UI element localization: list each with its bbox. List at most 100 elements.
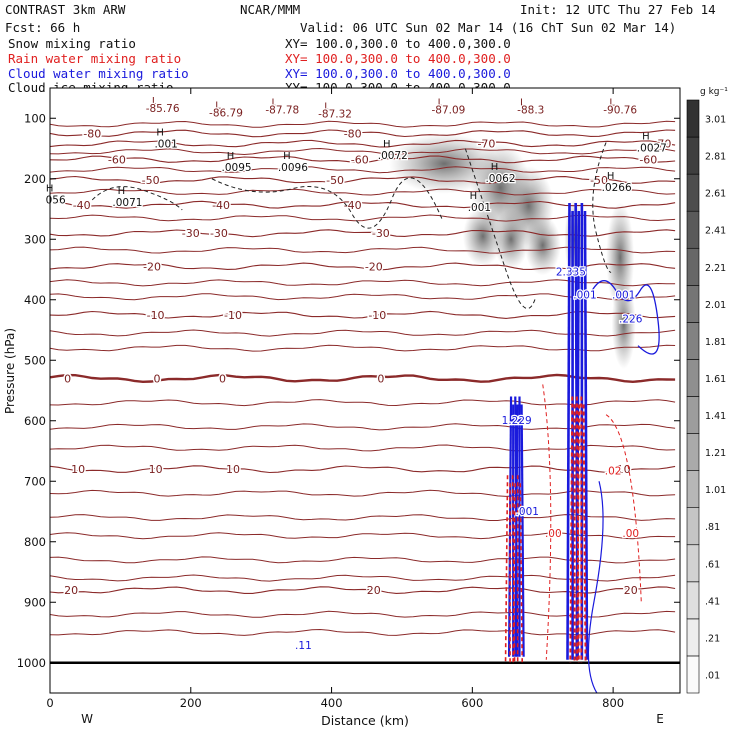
isotherm-label-10: 10 <box>226 463 240 476</box>
colorbar-swatch-15 <box>686 99 700 138</box>
isotherm-line <box>50 423 676 431</box>
colorbar-swatch-3 <box>686 544 700 583</box>
x-axis-east-label: E <box>656 712 664 726</box>
isotherm-line <box>50 279 676 287</box>
isotherm-line <box>50 329 676 337</box>
init-time: Init: 12 UTC Thu 27 Feb 14 <box>520 2 716 17</box>
cloud-water-label-6: .001 <box>516 506 539 518</box>
cloud-water-column-west-line <box>514 404 519 657</box>
colorbar-swatch-5 <box>686 470 700 508</box>
isotherm-label-0: 0 <box>64 372 71 385</box>
y-tick-label-400: 400 <box>24 293 46 307</box>
x-tick-label-400: 400 <box>321 696 343 710</box>
isotherm-label--60: -60 <box>639 153 657 166</box>
isotherm-label--30: -30 <box>372 227 390 240</box>
isotherm-line--10 <box>50 310 676 319</box>
isotherm-line--70 <box>50 139 676 148</box>
cloud-water-label-4: 1.229 <box>502 415 532 427</box>
low-marker-0: L <box>152 96 158 107</box>
isotherm-label-0: 0 <box>219 372 226 385</box>
isotherm-label-0: 0 <box>153 372 160 385</box>
high-marker-1: H <box>227 151 235 162</box>
snow-maximum-6: .0027 <box>637 143 667 155</box>
snow-shading-5 <box>524 215 561 276</box>
y-tick-label-100: 100 <box>24 111 46 125</box>
colorbar-swatch-10 <box>686 285 700 323</box>
cloud-water-column-central-line <box>583 210 589 660</box>
valid-time: Valid: 06 UTC Sun 02 Mar 14 (16 ChT Sun … <box>300 20 677 35</box>
snow-maximum-2: .0096 <box>278 162 308 174</box>
x-tick-label-800: 800 <box>602 696 624 710</box>
high-marker-3: H <box>383 139 391 150</box>
isotherm-label--10: -10 <box>147 309 165 322</box>
isotherm-label--40: -40 <box>212 199 230 212</box>
rain-column-central-line <box>575 396 580 663</box>
cloud-water-label-1: .001 <box>573 290 596 302</box>
colorbar-label-6: 1.21 <box>705 448 726 459</box>
colorbar-label-0: .01 <box>705 670 720 681</box>
colorbar-label-15: 3.01 <box>705 115 726 126</box>
isotherm-label--50: -50 <box>142 174 160 187</box>
isotherm-label-20: 20 <box>624 584 638 597</box>
temperature-minimum-3: -87.32 <box>318 109 352 121</box>
colorbar-label-3: .61 <box>705 559 720 570</box>
low-marker-5: L <box>520 97 526 108</box>
colorbar-label-4: .81 <box>705 522 720 533</box>
isotherm-line--40 <box>50 200 676 209</box>
y-axis-title: Pressure (hPa) <box>3 328 17 414</box>
rain-column-central-line <box>576 404 581 663</box>
isotherm-line-20 <box>50 586 676 594</box>
field-cloudwater-name: Cloud water mixing ratio <box>8 66 189 81</box>
snow-dashed-contour-4 <box>592 142 612 273</box>
y-tick-label-200: 200 <box>24 172 46 186</box>
x-axis-west-label: W <box>81 712 93 726</box>
snow-dashed-contour-1 <box>211 177 443 229</box>
rain-label-1: .00 <box>545 528 562 540</box>
field-rain-xy: XY= 100.0,300.0 to 400.0,300.0 <box>285 51 511 66</box>
snow-maximum-9: 056 <box>46 195 66 207</box>
isotherm-line--60 <box>50 155 676 164</box>
isotherm-line <box>50 344 676 352</box>
colorbar-label-14: 2.81 <box>705 152 726 163</box>
cloud-water-label-2: .001 <box>612 290 635 302</box>
isotherm-label--10: -10 <box>224 309 242 322</box>
isotherm-line--80 <box>50 129 676 138</box>
snow-maximum-1: .0095 <box>222 162 252 174</box>
field-snow-name: Snow mixing ratio <box>8 36 136 51</box>
low-marker-4: L <box>438 97 444 108</box>
isotherm-label--40: -40 <box>344 199 362 212</box>
isotherm-line <box>50 532 676 540</box>
colorbar-unit: g kg⁻¹ <box>700 87 728 97</box>
cloud-water-contour-upper <box>591 280 660 355</box>
colorbar-swatch-12 <box>686 210 700 249</box>
isotherm-line <box>50 188 676 196</box>
isotherm-line <box>50 399 676 407</box>
isotherm-line <box>50 444 676 452</box>
x-tick-label-600: 600 <box>461 696 483 710</box>
model-title: CONTRAST 3km ARW <box>5 2 126 17</box>
y-tick-label-300: 300 <box>24 232 46 246</box>
isotherm-label--80: -80 <box>344 127 362 140</box>
colorbar-swatch-11 <box>686 247 700 286</box>
isotherm-line <box>50 120 676 128</box>
rain-column-central <box>569 396 587 663</box>
temperature-minimum-4: -87.09 <box>431 104 465 116</box>
colorbar-swatch-13 <box>686 173 700 212</box>
colorbar-label-10: 2.01 <box>705 300 726 311</box>
rain-dashed-contour-east <box>605 414 642 603</box>
y-tick-label-500: 500 <box>24 353 46 367</box>
rain-label-0: .02 <box>605 466 622 478</box>
snow-maximum-5: .0071 <box>112 197 142 209</box>
low-marker-2: L <box>272 97 278 108</box>
y-tick-label-1000: 1000 <box>17 656 46 670</box>
colorbar-swatch-0 <box>686 655 700 694</box>
isotherm-line <box>50 166 676 174</box>
isotherm-label--30: -30 <box>182 227 200 240</box>
isotherm-label--30: -30 <box>210 227 228 240</box>
isotherm-label--70: -70 <box>653 138 671 151</box>
rain-column-central-line <box>569 396 574 663</box>
temperature-minimum-6: -90.76 <box>603 104 637 116</box>
isotherm-label--60: -60 <box>108 153 126 166</box>
colorbar-label-8: 1.61 <box>705 374 726 385</box>
